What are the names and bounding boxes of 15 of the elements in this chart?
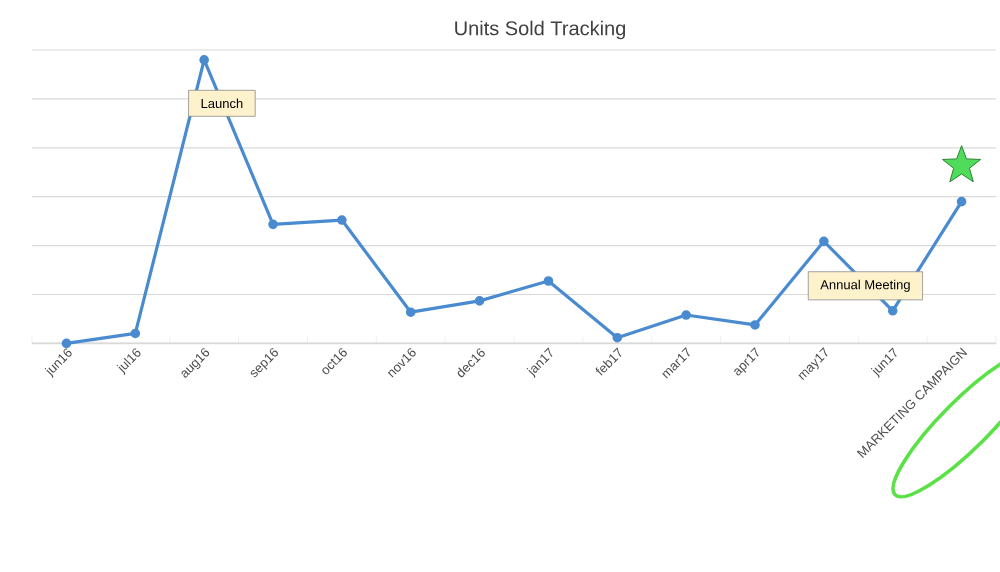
point: [268, 219, 278, 230]
point: [956, 196, 967, 207]
point: [405, 307, 416, 317]
point: [61, 338, 72, 349]
point: [887, 305, 898, 316]
point: [612, 332, 623, 343]
point: [199, 55, 209, 65]
point: [543, 276, 554, 286]
point: [130, 328, 141, 339]
point: [750, 320, 760, 330]
chart-title: Units Sold Tracking: [455, 20, 626, 40]
point: [337, 215, 347, 225]
point: [681, 310, 691, 320]
point: [474, 296, 485, 306]
point: [819, 236, 829, 247]
